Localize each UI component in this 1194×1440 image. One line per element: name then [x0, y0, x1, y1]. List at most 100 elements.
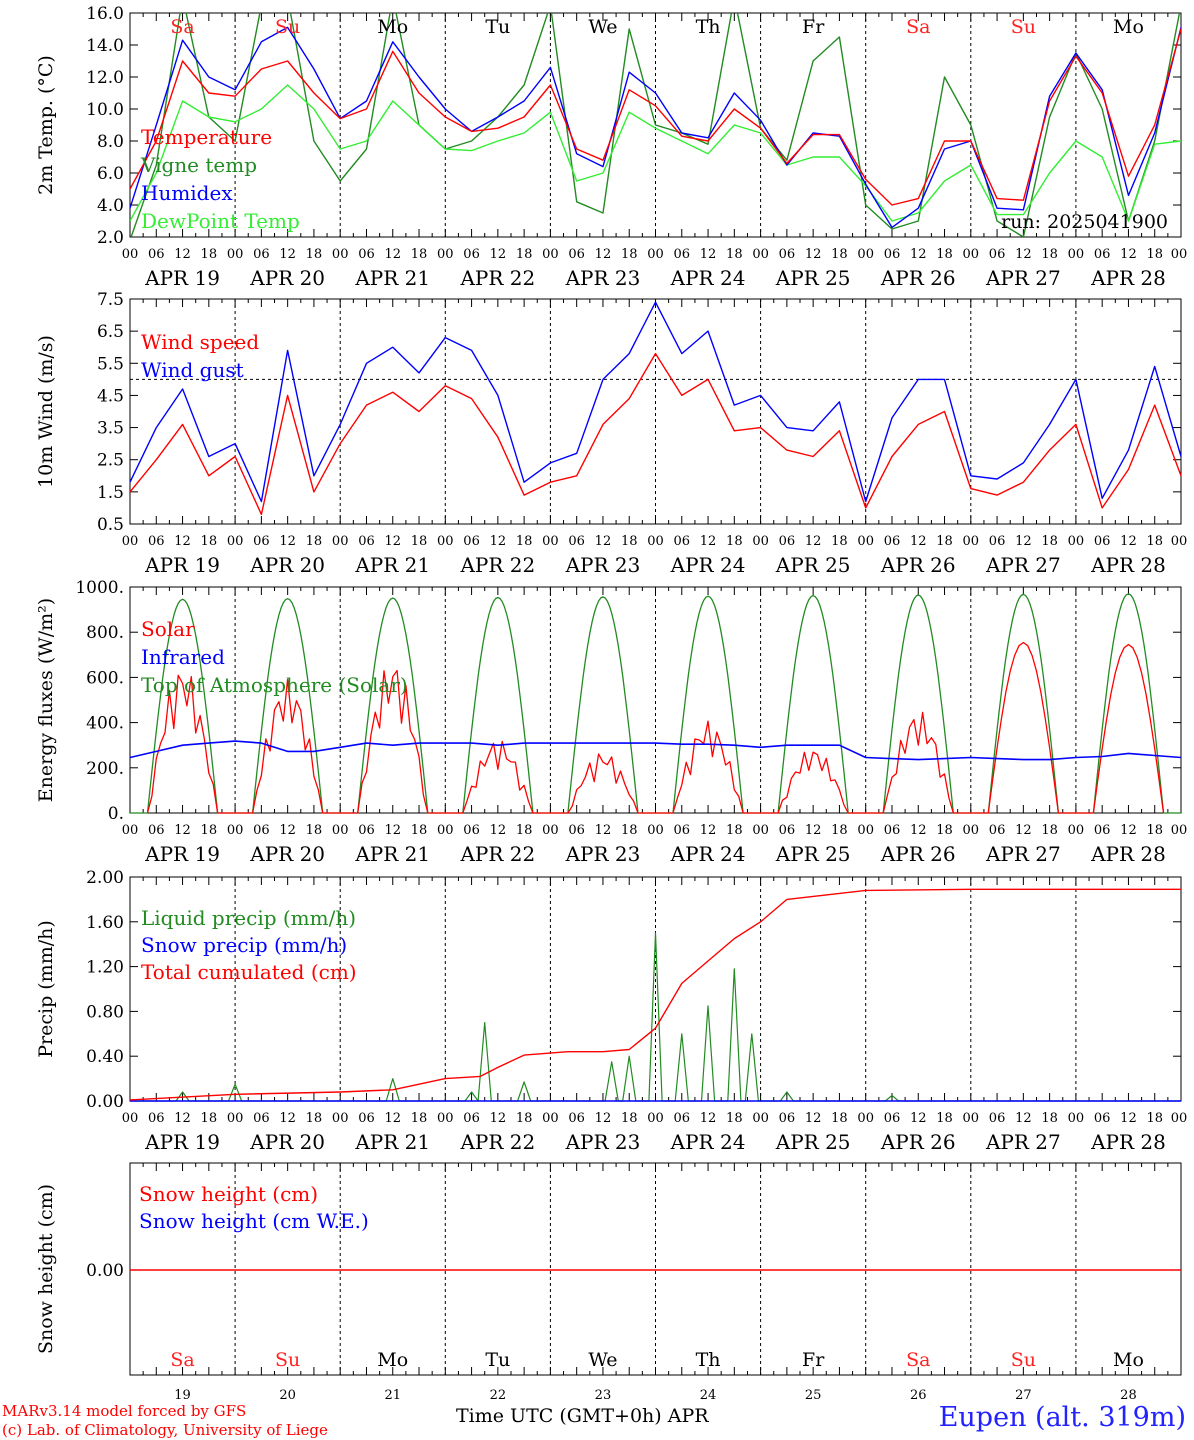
hour-tick-label: 06 — [568, 247, 585, 262]
hour-tick-label: 00 — [332, 823, 349, 838]
day-name: Mo — [1113, 1349, 1144, 1371]
y-axis-label: 10m Wind (m/s) — [35, 335, 57, 488]
hour-tick-label: 06 — [148, 247, 165, 262]
hour-tick-label: 12 — [595, 1111, 612, 1126]
hour-tick-label: 18 — [621, 1111, 638, 1126]
series-vigne-temp — [130, 13, 1181, 237]
y-axis-label: Energy fluxes (W/m²) — [35, 598, 57, 802]
day-name: Sa — [170, 1349, 194, 1371]
hour-tick-label: 12 — [910, 247, 927, 262]
date-label: APR 25 — [775, 553, 851, 577]
day-number: 22 — [490, 1388, 507, 1403]
date-label: APR 19 — [144, 553, 220, 577]
hour-tick-label: 12 — [910, 1111, 927, 1126]
y-tick-label: 0.5 — [97, 515, 124, 535]
date-label: APR 27 — [985, 842, 1061, 866]
hour-tick-label: 06 — [253, 534, 270, 549]
hour-tick-label: 18 — [621, 247, 638, 262]
day-name: Su — [1011, 16, 1036, 38]
date-label: APR 20 — [249, 266, 325, 290]
date-label: APR 27 — [985, 1130, 1061, 1154]
hour-tick-label: 00 — [752, 534, 769, 549]
hour-tick-label: 00 — [857, 823, 874, 838]
series-line — [129, 740, 1182, 761]
hour-tick-label: 00 — [122, 823, 139, 838]
model-credit: MARv3.14 model forced by GFS — [2, 1402, 247, 1420]
hour-tick-label: 00 — [1068, 534, 1085, 549]
y-tick-label: 10.0 — [86, 100, 124, 120]
series-line — [130, 28, 1181, 206]
date-label: APR 27 — [985, 553, 1061, 577]
date-label: APR 21 — [354, 1130, 430, 1154]
series-humidex — [130, 26, 1181, 229]
hour-tick-label: 18 — [726, 247, 743, 262]
day-name: Mo — [377, 16, 408, 38]
series-line — [146, 641, 1165, 814]
series-dewpoint-temp — [130, 84, 1181, 222]
date-label: APR 28 — [1090, 266, 1166, 290]
hour-tick-label: 00 — [437, 247, 454, 262]
day-name: We — [588, 1349, 617, 1371]
hour-tick-label: 06 — [568, 1111, 585, 1126]
hour-tick-label: 06 — [674, 823, 691, 838]
hour-tick-label: 18 — [411, 247, 428, 262]
hour-tick-label: 18 — [306, 823, 323, 838]
hour-tick-label: 18 — [936, 247, 953, 262]
hour-tick-label: 18 — [936, 823, 953, 838]
panel-5: 0.00 Snow height (cm) Snow height (cm) Snow… — [35, 1162, 1182, 1403]
date-label: APR 28 — [1090, 553, 1166, 577]
date-label: APR 23 — [565, 842, 641, 866]
hour-tick-label: 00 — [752, 1111, 769, 1126]
hour-tick-label: 00 — [542, 247, 559, 262]
date-label: APR 27 — [985, 266, 1061, 290]
hour-tick-label: 00 — [647, 247, 664, 262]
y-tick-label: 2.0 — [97, 228, 124, 248]
panel-3: 00 06 12 18 APR 19 00 06 12 18 APR 20 00 06 12 18 APR … — [35, 578, 1187, 866]
day-name: Su — [275, 16, 300, 38]
hour-tick-label: 06 — [779, 823, 796, 838]
hour-tick-label: 12 — [700, 1111, 717, 1126]
hour-tick-label: 12 — [805, 1111, 822, 1126]
y-tick-label: 8.0 — [97, 132, 124, 152]
hour-tick-label: 06 — [1094, 247, 1111, 262]
hour-tick-label: 12 — [174, 823, 191, 838]
series-infrared — [129, 740, 1182, 761]
hour-tick-label: 00 — [542, 823, 559, 838]
hour-tick-label: 12 — [384, 247, 401, 262]
date-label: APR 23 — [565, 553, 641, 577]
hour-tick-label: 12 — [595, 823, 612, 838]
hour-tick-label: 00 — [437, 1111, 454, 1126]
hour-tick-label: 00 — [963, 247, 980, 262]
hour-tick-label: 12 — [1120, 823, 1137, 838]
date-label: APR 22 — [459, 842, 535, 866]
hour-tick-label: 12 — [384, 534, 401, 549]
hour-tick-label: 12 — [174, 247, 191, 262]
hour-tick-label: 12 — [279, 534, 296, 549]
y-tick-label: 0.00 — [86, 1261, 124, 1281]
day-name: Tu — [485, 16, 510, 38]
hour-tick-label: 00 — [1171, 823, 1188, 838]
hour-tick-label: 06 — [148, 534, 165, 549]
hour-tick-label: 06 — [884, 823, 901, 838]
legend-entry: Temperature — [141, 125, 272, 149]
date-label: APR 19 — [144, 266, 220, 290]
hour-tick-label: 06 — [674, 1111, 691, 1126]
day-name: Mo — [1113, 16, 1144, 38]
hour-tick-label: 00 — [227, 823, 244, 838]
hour-tick-label: 12 — [1015, 534, 1032, 549]
day-name: Sa — [170, 16, 194, 38]
hour-tick-label: 00 — [647, 534, 664, 549]
hour-tick-label: 12 — [910, 534, 927, 549]
hour-tick-label: 06 — [463, 247, 480, 262]
date-label: APR 25 — [775, 266, 851, 290]
hour-tick-label: 00 — [647, 823, 664, 838]
hour-tick-label: 12 — [700, 823, 717, 838]
hour-tick-label: 18 — [1146, 534, 1163, 549]
y-tick-label: 0.00 — [86, 1092, 124, 1112]
hour-tick-label: 18 — [516, 247, 533, 262]
hour-tick-label: 06 — [358, 247, 375, 262]
date-label: APR 26 — [880, 1130, 956, 1154]
hour-tick-label: 12 — [490, 534, 507, 549]
y-tick-label: 2.00 — [86, 868, 124, 888]
